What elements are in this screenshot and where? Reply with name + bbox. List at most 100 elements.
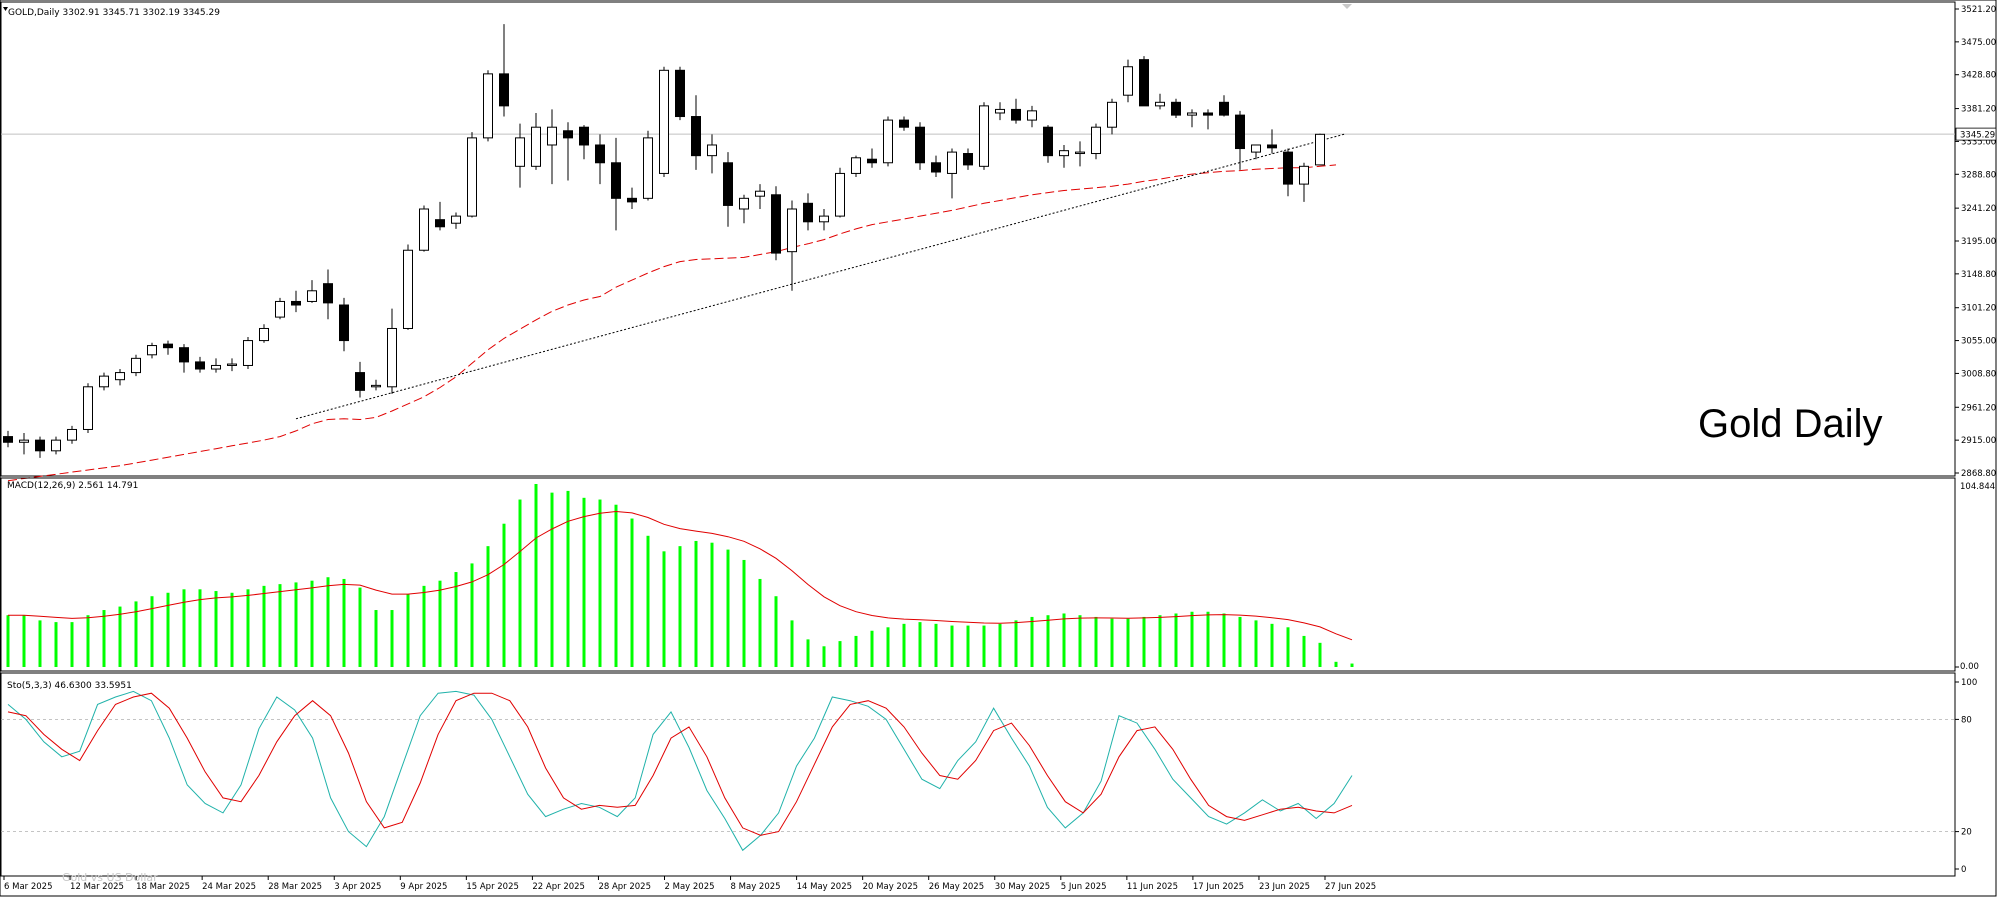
panel-frame <box>0 477 1956 672</box>
macd-bar <box>1238 616 1242 667</box>
candle-body <box>579 126 589 146</box>
price-tick-label: 3521.20 <box>1961 5 1996 15</box>
candle <box>1123 59 1133 103</box>
candle <box>355 361 365 398</box>
candle-body <box>1267 144 1277 149</box>
candle-body <box>1139 59 1149 107</box>
candle-body <box>483 73 493 139</box>
candle-body <box>291 300 301 306</box>
candle-body <box>803 202 813 223</box>
candle-body <box>915 126 925 164</box>
macd-bar <box>1206 611 1210 667</box>
candle <box>1075 141 1085 167</box>
time-tick-label: 22 Apr 2025 <box>532 882 585 892</box>
macd-bar <box>70 622 74 667</box>
candle-body <box>339 304 349 342</box>
candle-body <box>531 126 541 167</box>
candle-body <box>755 190 765 197</box>
candle-body <box>867 158 877 164</box>
macd-bar <box>486 546 490 667</box>
stochastic-main-line <box>7 690 1353 852</box>
candle <box>627 187 637 209</box>
time-tick-label: 18 Mar 2025 <box>136 882 190 892</box>
candle-body <box>1299 165 1309 185</box>
time-tick-label: 2 May 2025 <box>665 882 715 892</box>
stochastic-panel: 0 20 80 100 <box>0 672 1977 877</box>
price-tick-label: 3008.80 <box>1961 369 1996 379</box>
price-tick-label: 2868.80 <box>1961 469 1996 479</box>
candle-body <box>1027 110 1037 121</box>
candle-body <box>243 340 253 366</box>
candle <box>1107 98 1117 135</box>
macd-bar <box>358 587 362 667</box>
macd-bar <box>150 596 154 667</box>
candle-body <box>627 197 637 203</box>
panel-frame <box>0 672 1956 877</box>
macd-bar <box>6 615 10 667</box>
price-tick-label: 3475.00 <box>1961 38 1996 48</box>
macd-bar <box>278 584 282 667</box>
candle <box>979 102 989 170</box>
current-price-tag <box>1955 127 1997 141</box>
macd-bar <box>22 615 26 667</box>
macd-bar <box>38 620 42 667</box>
candle-body <box>931 162 941 173</box>
candle-body <box>275 300 285 318</box>
candle-body <box>835 172 845 217</box>
candle-body <box>435 219 445 228</box>
macd-bar <box>118 606 122 667</box>
macd-bar <box>678 546 682 667</box>
macd-bar <box>710 542 714 667</box>
time-tick-label: 24 Mar 2025 <box>202 882 256 892</box>
candle <box>275 297 285 320</box>
macd-bar <box>342 578 346 667</box>
candle-body <box>1091 126 1101 155</box>
moving-average-line <box>7 164 1337 482</box>
macd-bar <box>1078 615 1082 667</box>
macd-bar <box>1254 620 1258 667</box>
time-axis: 6 Mar 2025 12 Mar 2025 18 Mar 2025 24 Mar 2… <box>3 876 1376 892</box>
macd-bar <box>1126 618 1130 667</box>
macd-bar <box>918 622 922 667</box>
candle-body <box>1251 144 1261 153</box>
candle-body <box>611 162 621 199</box>
macd-bar <box>1302 635 1306 667</box>
candle <box>595 134 605 185</box>
candle <box>675 66 685 121</box>
candle-body <box>1075 151 1085 155</box>
candle-body <box>115 372 125 381</box>
time-tick-label: 3 Apr 2025 <box>334 882 381 892</box>
macd-bar <box>1158 615 1162 667</box>
candle <box>419 205 429 252</box>
macd-bar <box>1142 616 1146 667</box>
macd-bar <box>598 499 602 667</box>
macd-bar <box>1094 616 1098 667</box>
macd-bar <box>998 623 1002 667</box>
candle-body <box>739 197 749 210</box>
candle-body <box>51 439 61 452</box>
macd-bar <box>566 490 570 667</box>
time-tick-label: 9 Apr 2025 <box>400 882 447 892</box>
candle <box>851 155 861 177</box>
time-tick-label: 28 Apr 2025 <box>598 882 651 892</box>
macd-bar <box>1286 627 1290 667</box>
candle-body <box>323 283 333 304</box>
candle <box>67 425 77 444</box>
candle-body <box>35 439 45 452</box>
candle-body <box>515 137 525 167</box>
macd-bar <box>1014 620 1018 667</box>
macd-bar <box>438 580 442 667</box>
candle <box>323 269 333 320</box>
candle <box>563 122 573 181</box>
price-tick-label: 3288.80 <box>1961 170 1996 180</box>
candle <box>931 155 941 177</box>
macd-bar <box>1318 642 1322 667</box>
macd-bar <box>726 549 730 667</box>
candle-body <box>371 384 381 388</box>
macd-panel: 104.844 0.00 <box>0 477 1995 672</box>
candle <box>963 148 973 170</box>
candle <box>611 137 621 231</box>
candle <box>883 116 893 167</box>
candle <box>1171 98 1181 118</box>
